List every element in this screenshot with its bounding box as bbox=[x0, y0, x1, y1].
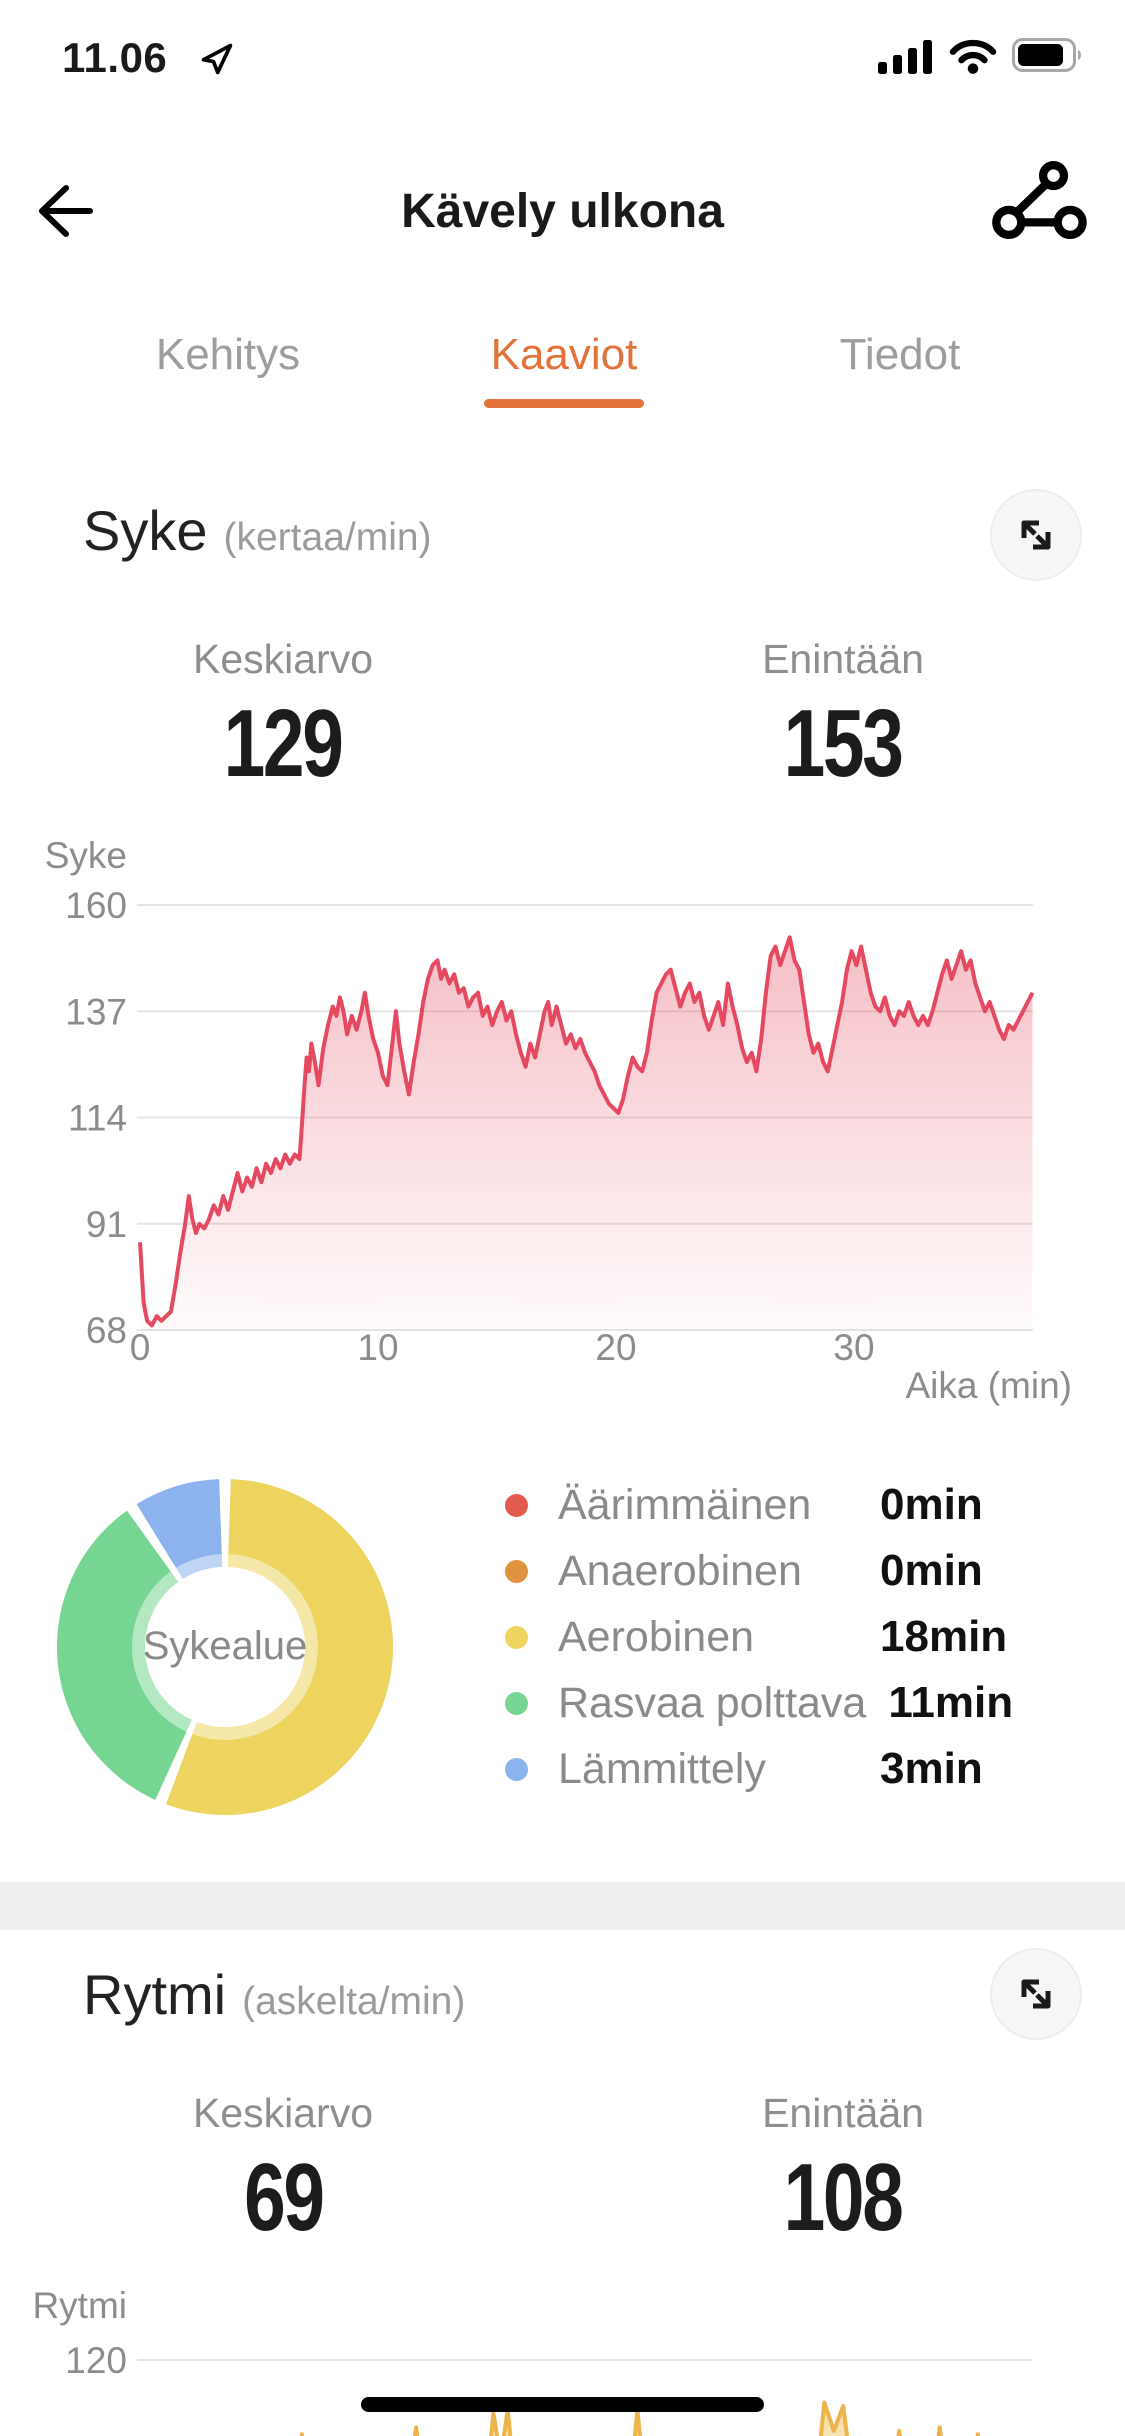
zone-duration: 0min bbox=[880, 1546, 983, 1595]
expand-arrows-icon bbox=[1021, 1979, 1051, 2009]
cadence-avg-value: 69 bbox=[243, 2144, 325, 2251]
zone-duration: 3min bbox=[880, 1744, 983, 1793]
zone-legend: Äärimmäinen 0min Anaerobinen 0min Aerobinen 1… bbox=[505, 1472, 1091, 1802]
svg-text:10: 10 bbox=[357, 1327, 398, 1368]
zone-color-dot bbox=[505, 1625, 528, 1649]
heart-rate-chart[interactable]: 160 137 114 91 68 Syke 0 10 20 30 Aika (min) bbox=[0, 830, 1125, 1420]
location-arrow-icon bbox=[201, 43, 233, 75]
zone-color-dot bbox=[505, 1691, 528, 1715]
hr-max-value: 153 bbox=[784, 690, 904, 797]
zone-legend-row: Lämmittely 3min bbox=[505, 1736, 1091, 1802]
zone-label: Anaerobinen bbox=[558, 1546, 802, 1595]
zone-duration: 18min bbox=[880, 1612, 1008, 1661]
share-route-icon[interactable] bbox=[988, 160, 1092, 264]
section-divider bbox=[0, 1882, 1125, 1930]
zone-color-dot bbox=[505, 1493, 528, 1517]
cadence-section-title: Rytmi (askelta/min) bbox=[83, 1962, 465, 2027]
zone-label: Lämmittely bbox=[558, 1744, 766, 1793]
zone-legend-row: Äärimmäinen 0min bbox=[505, 1472, 1091, 1538]
svg-text:160: 160 bbox=[65, 885, 127, 926]
zone-label: Aerobinen bbox=[558, 1612, 755, 1661]
svg-text:120: 120 bbox=[65, 2340, 127, 2381]
zone-legend-row: Aerobinen 18min bbox=[505, 1604, 1091, 1670]
hr-avg-value: 129 bbox=[224, 690, 344, 797]
heart-rate-unit: (kertaa/min) bbox=[223, 516, 432, 559]
zone-duration: 0min bbox=[880, 1480, 983, 1529]
svg-text:Rytmi: Rytmi bbox=[32, 2285, 127, 2326]
cadence-max-value: 108 bbox=[784, 2144, 904, 2251]
wifi-icon bbox=[949, 39, 997, 74]
hr-max-label: Enintään bbox=[762, 636, 924, 682]
expand-arrows-icon bbox=[1021, 520, 1051, 550]
cellular-signal-icon bbox=[878, 40, 932, 74]
tab-tiedot[interactable]: Tiedot bbox=[839, 330, 961, 379]
cadence-unit: (askelta/min) bbox=[242, 1980, 466, 2023]
svg-text:0: 0 bbox=[130, 1327, 151, 1368]
cadence-max-label: Enintään bbox=[762, 2090, 924, 2136]
zone-legend-row: Rasvaa polttava 11min bbox=[505, 1670, 1091, 1736]
heart-rate-title: Syke bbox=[83, 499, 208, 562]
svg-text:Aika (min): Aika (min) bbox=[905, 1365, 1072, 1406]
active-tab-underline bbox=[484, 399, 644, 408]
svg-text:91: 91 bbox=[86, 1204, 127, 1245]
back-arrow-icon[interactable] bbox=[28, 176, 98, 246]
svg-text:68: 68 bbox=[86, 1310, 127, 1351]
zone-duration: 11min bbox=[888, 1678, 1014, 1727]
heart-rate-zone-donut[interactable] bbox=[51, 1473, 399, 1821]
page-title: Kävely ulkona bbox=[401, 185, 724, 238]
zone-color-dot bbox=[505, 1757, 528, 1781]
hr-avg-label: Keskiarvo bbox=[192, 636, 373, 682]
home-indicator[interactable] bbox=[361, 2397, 764, 2412]
svg-text:Syke: Syke bbox=[45, 835, 127, 876]
cadence-avg-label: Keskiarvo bbox=[192, 2090, 373, 2136]
cadence-expand-button[interactable] bbox=[990, 1948, 1082, 2040]
cadence-title: Rytmi bbox=[83, 1963, 227, 2026]
heart-rate-expand-button[interactable] bbox=[990, 489, 1082, 581]
zone-label: Äärimmäinen bbox=[558, 1480, 812, 1529]
status-time: 11.06 bbox=[62, 34, 168, 81]
zone-color-dot bbox=[505, 1559, 528, 1583]
zone-legend-row: Anaerobinen 0min bbox=[505, 1538, 1091, 1604]
svg-text:30: 30 bbox=[833, 1327, 874, 1368]
heart-rate-section-title: Syke (kertaa/min) bbox=[83, 498, 432, 563]
svg-text:20: 20 bbox=[595, 1327, 636, 1368]
svg-text:114: 114 bbox=[68, 1098, 127, 1139]
cadence-chart[interactable]: 120 Rytmi bbox=[0, 2270, 1125, 2436]
zone-donut-center-label: Sykealue bbox=[142, 1624, 308, 1668]
tab-kaaviot[interactable]: Kaaviot bbox=[490, 330, 638, 379]
svg-text:137: 137 bbox=[65, 991, 127, 1032]
battery-icon bbox=[1012, 38, 1081, 72]
zone-label: Rasvaa polttava bbox=[558, 1678, 867, 1727]
tab-kehitys[interactable]: Kehitys bbox=[155, 330, 301, 379]
